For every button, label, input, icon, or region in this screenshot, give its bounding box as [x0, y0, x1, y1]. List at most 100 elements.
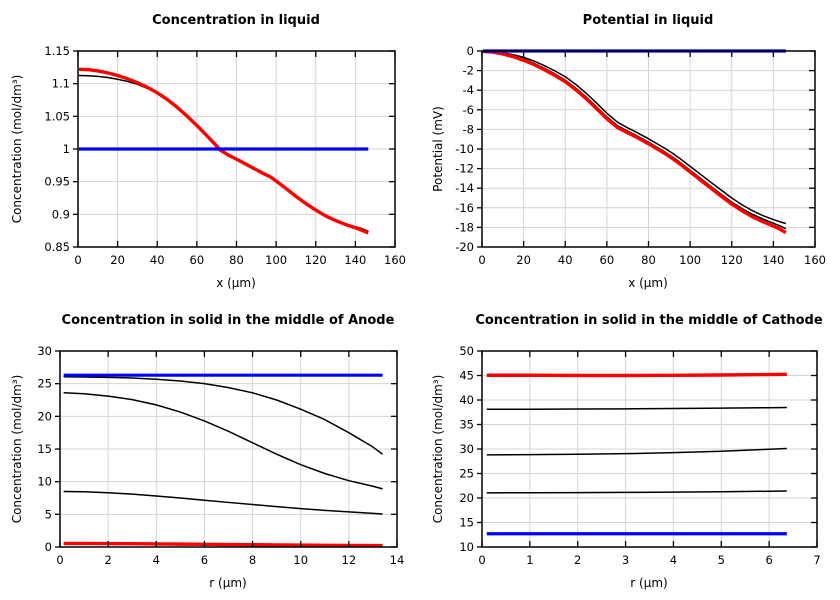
gridlines [482, 51, 815, 247]
series-group [482, 49, 787, 234]
series-group [486, 372, 787, 536]
x-tick-label: 120 [305, 253, 327, 267]
series-black-curve-1 [486, 406, 787, 411]
y-tick-label: 0.95 [44, 175, 70, 189]
axis-ticks [477, 50, 816, 248]
y-tick-label: 5 [45, 507, 52, 521]
y-tick-label: 1.1 [52, 77, 70, 91]
y-tick-label: 15 [37, 442, 52, 456]
series-black-curve-2 [486, 447, 787, 456]
x-tick-label: 20 [110, 253, 125, 267]
y-tick-label: 1.05 [44, 109, 70, 123]
x-tick-label: 100 [265, 253, 287, 267]
axis-ticks [55, 350, 398, 548]
x-tick-label: 14 [390, 553, 405, 567]
y-tick-label: 45 [459, 369, 474, 383]
plot-canvas: 0 20 40 60 80 100 120 140 160 0 -2 -4 -6 -8 -10 -12 -14 -… [455, 44, 826, 267]
x-tick-label: 6 [201, 553, 208, 567]
series-black-curve-lower [483, 50, 787, 230]
x-tick-label: 0 [74, 253, 81, 267]
y-tick-label: 35 [459, 418, 474, 432]
x-axis-label: r (µm) [630, 576, 668, 590]
x-tick-label: 8 [249, 553, 256, 567]
x-tick-label: 140 [762, 253, 784, 267]
plot-title: Concentration in solid in the middle of … [61, 313, 395, 328]
x-tick-label: 160 [804, 253, 826, 267]
series-group [63, 373, 384, 548]
y-axis-label: Concentration (mol/dm³) [10, 74, 24, 224]
y-tick-label: 20 [459, 491, 474, 505]
x-axis-label: x (µm) [628, 276, 668, 290]
x-tick-label: 0 [478, 253, 485, 267]
x-tick-label: 40 [150, 253, 165, 267]
y-tick-label: 1.15 [44, 44, 70, 58]
anode-solid-concentration-plot: 0 2 4 6 8 10 12 14 0 5 10 15 20 25 30 Concentration in… [0, 300, 420, 600]
plot-title: Concentration in solid in the middle of … [475, 313, 823, 328]
y-tick-label: -6 [463, 103, 474, 117]
x-tick-label: 80 [641, 253, 656, 267]
y-tick-label: 0 [45, 540, 52, 554]
y-tick-label: 30 [459, 442, 474, 456]
x-axis-label: x (µm) [216, 276, 256, 290]
x-tick-label: 4 [670, 553, 677, 567]
y-tick-label: -20 [455, 240, 474, 254]
x-tick-label: 1 [526, 553, 533, 567]
series-black-curve-3 [63, 490, 383, 515]
y-tick-label: 30 [37, 344, 52, 358]
axis-ticks [477, 350, 818, 548]
y-tick-label: 15 [459, 516, 474, 530]
x-tick-label: 0 [56, 553, 63, 567]
cathode-solid-concentration-plot: 0 1 2 3 4 5 6 7 10 15 20 25 30 35 40 45 50 Concentration… [420, 300, 840, 600]
x-tick-label: 2 [104, 553, 111, 567]
plot-canvas: 0 2 4 6 8 10 12 14 0 5 10 15 20 25 30 [37, 344, 404, 567]
x-tick-label: 80 [229, 253, 244, 267]
x-tick-label: 10 [293, 553, 308, 567]
y-tick-label: -10 [455, 142, 474, 156]
x-tick-label: 3 [622, 553, 629, 567]
y-tick-label: 50 [459, 344, 474, 358]
series-black-curve-3 [486, 490, 787, 494]
series-black-curve-2 [63, 392, 383, 490]
y-tick-label: -8 [463, 122, 474, 136]
plot-canvas: 0 20 40 60 80 100 120 140 160 0.85 0.9 0.95 1 1.05 1.1… [44, 44, 406, 267]
series-red-line [63, 541, 383, 548]
x-tick-label: 12 [342, 553, 357, 567]
series-red-curve [482, 49, 787, 234]
y-axis-label: Concentration (mol/dm³) [431, 374, 445, 524]
tick-labels: 0 20 40 60 80 100 120 140 160 0 -2 -4 -6 -8 -10 -12 -14 -… [455, 44, 826, 267]
y-tick-label: 0 [467, 44, 474, 58]
x-axis-label: r (µm) [209, 576, 247, 590]
y-tick-label: 1 [63, 142, 70, 156]
x-tick-label: 0 [478, 553, 485, 567]
x-tick-label: 6 [765, 553, 772, 567]
y-tick-label: 0.9 [52, 207, 70, 221]
y-tick-label: 25 [37, 377, 52, 391]
plot-title: Concentration in liquid [152, 13, 320, 28]
axis-ticks [73, 50, 396, 248]
y-tick-label: 20 [37, 409, 52, 423]
x-tick-label: 100 [679, 253, 701, 267]
y-tick-label: 25 [459, 467, 474, 481]
x-tick-label: 20 [516, 253, 531, 267]
y-tick-label: 0.85 [44, 240, 70, 254]
concentration-in-liquid-plot: 0 20 40 60 80 100 120 140 160 0.85 0.9 0.95 1 1.05 1.1… [0, 0, 420, 300]
x-tick-label: 60 [600, 253, 615, 267]
x-tick-label: 4 [153, 553, 160, 567]
x-tick-label: 120 [721, 253, 743, 267]
y-tick-label: 10 [37, 475, 52, 489]
x-tick-label: 2 [574, 553, 581, 567]
series-red-line [486, 372, 787, 378]
y-tick-label: -14 [455, 181, 474, 195]
tick-labels: 0 2 4 6 8 10 12 14 0 5 10 15 20 25 30 [37, 344, 404, 567]
x-tick-label: 60 [190, 253, 205, 267]
series-black-curve-1 [63, 376, 384, 455]
x-tick-label: 140 [344, 253, 366, 267]
y-tick-label: -4 [463, 83, 474, 97]
plot-title: Potential in liquid [582, 13, 714, 28]
x-tick-label: 160 [384, 253, 406, 267]
gridlines [60, 351, 397, 547]
y-tick-label: -18 [455, 220, 474, 234]
